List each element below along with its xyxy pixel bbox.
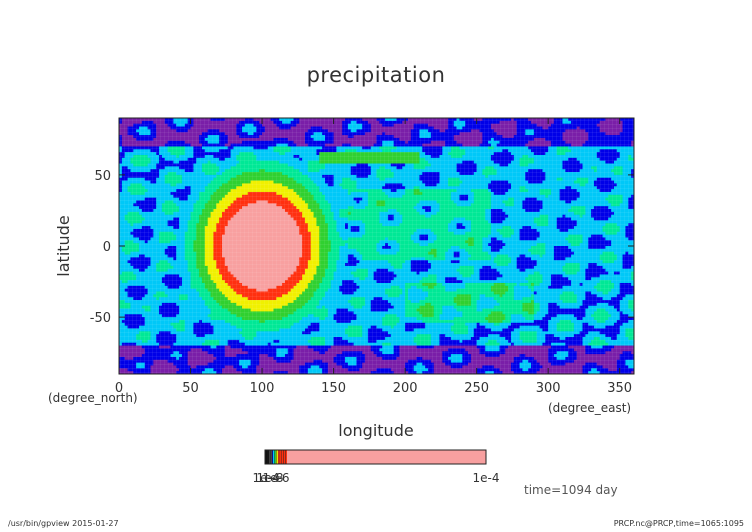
y-axis-label: latitude <box>54 215 73 276</box>
x-tick-label: 200 <box>393 381 418 396</box>
x-axis-label: longitude <box>338 421 413 440</box>
footer-right: PRCP.nc@PRCP,time=1065:1095 <box>614 519 744 528</box>
y-unit: (degree_north) <box>48 391 138 405</box>
x-unit: (degree_east) <box>548 401 631 415</box>
time-label: time=1094 day <box>524 483 618 497</box>
x-tick-label: 0 <box>115 381 123 396</box>
colorbar-segment <box>269 450 272 464</box>
colorbar-segment <box>281 450 287 464</box>
x-tick-label: 100 <box>250 381 275 396</box>
colorbar-tick-end: 1e-4 <box>473 471 500 485</box>
colorbar-segment <box>265 450 269 464</box>
colorbar <box>264 449 487 465</box>
y-tick-label: 0 <box>103 240 111 255</box>
footer-left: /usr/bin/gpview 2015-01-27 <box>8 519 119 528</box>
y-tick-label: 50 <box>94 169 111 184</box>
y-tick-label: -50 <box>90 311 111 326</box>
x-tick-label: 250 <box>464 381 489 396</box>
colorbar-segment <box>275 450 276 464</box>
colorbar-tick-overlap: 1e-8 <box>257 471 284 485</box>
x-axis: 0 50 100 150 200 250 300 350 <box>115 118 632 396</box>
x-tick-label: 150 <box>321 381 346 396</box>
chart-title: precipitation <box>307 63 446 87</box>
x-tick-label: 300 <box>536 381 561 396</box>
colorbar-frame <box>264 449 487 465</box>
colorbar-segment <box>287 450 486 464</box>
colorbar-segment <box>273 450 274 464</box>
x-tick-label: 350 <box>607 381 632 396</box>
colorbar-tick-mid: 1e-6 <box>263 471 290 485</box>
x-tick-label: 50 <box>182 381 199 396</box>
grid-overlay <box>119 118 634 374</box>
colorbar-segment <box>278 450 281 464</box>
y-axis: -50 0 50 <box>90 169 634 326</box>
colorbar-tick-start: 1e-4 <box>253 471 280 485</box>
